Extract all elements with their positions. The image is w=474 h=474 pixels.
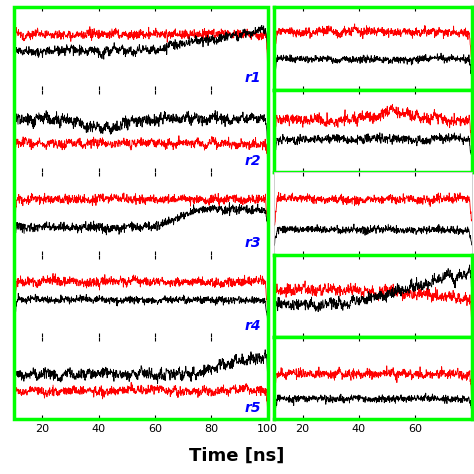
Text: r5: r5 bbox=[245, 401, 261, 415]
Text: r4: r4 bbox=[245, 319, 261, 333]
Text: Time [ns]: Time [ns] bbox=[189, 447, 285, 465]
Text: r1: r1 bbox=[245, 72, 261, 85]
Text: r3: r3 bbox=[245, 237, 261, 250]
Text: r2: r2 bbox=[245, 154, 261, 168]
